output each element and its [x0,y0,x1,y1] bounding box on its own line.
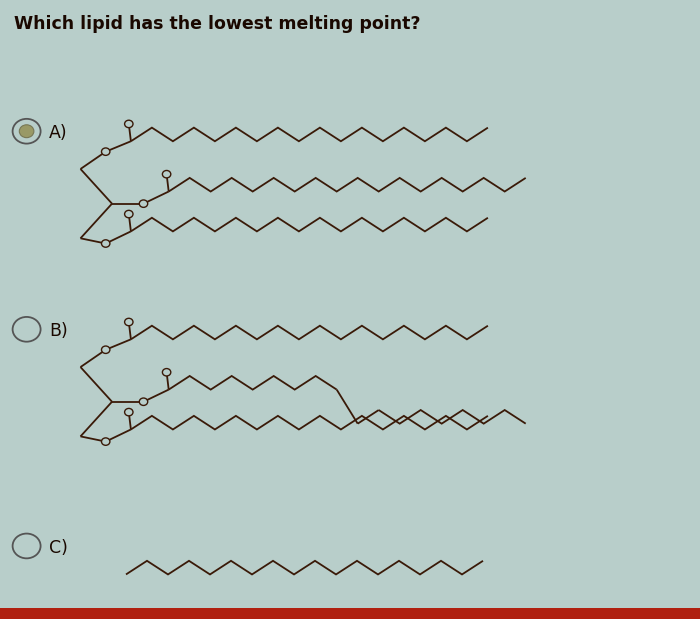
Circle shape [13,534,41,558]
Circle shape [102,240,110,247]
Circle shape [13,119,41,144]
Circle shape [139,398,148,405]
Circle shape [125,120,133,128]
Text: C): C) [49,539,68,557]
Circle shape [20,125,34,137]
Text: A): A) [49,124,68,142]
Circle shape [162,170,171,178]
Circle shape [13,317,41,342]
Circle shape [102,148,110,155]
Text: Which lipid has the lowest melting point?: Which lipid has the lowest melting point… [14,15,421,33]
Bar [0,608,700,619]
Circle shape [162,368,171,376]
Circle shape [102,438,110,445]
Circle shape [102,346,110,353]
Circle shape [125,409,133,416]
Circle shape [125,318,133,326]
Circle shape [125,210,133,218]
Text: B): B) [49,322,68,340]
Circle shape [139,200,148,207]
